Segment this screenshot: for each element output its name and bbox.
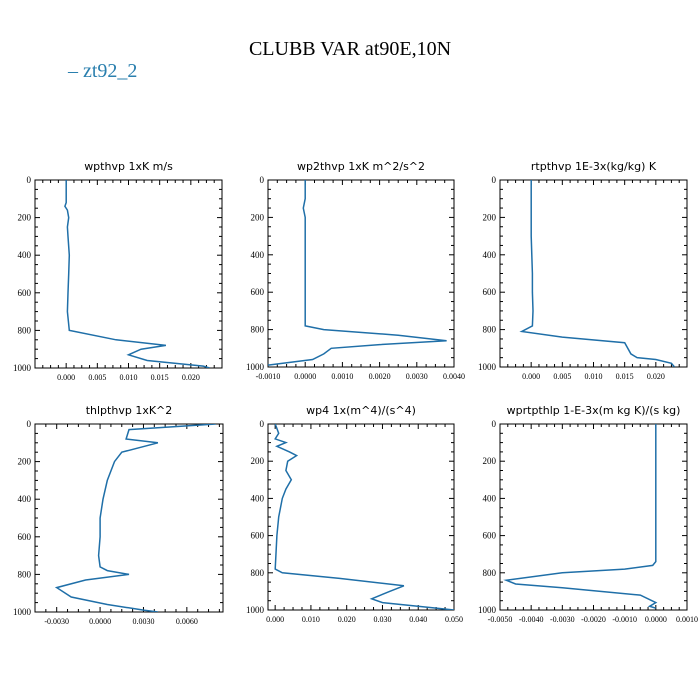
x-tick-label: 0.040 <box>409 615 427 624</box>
y-tick-label: 800 <box>18 569 32 579</box>
x-tick-label: -0.0040 <box>519 615 544 624</box>
y-tick-label: 0 <box>492 419 497 429</box>
plot-frame <box>34 179 223 369</box>
x-tick-label: -0.0030 <box>44 617 69 626</box>
legend-dash: – <box>67 60 83 82</box>
series-line <box>64 180 210 368</box>
y-tick-label: 200 <box>483 212 497 222</box>
y-tick-label: 800 <box>483 568 497 578</box>
y-tick-label: 800 <box>18 325 32 335</box>
x-tick-label: 0.020 <box>647 372 665 381</box>
y-tick-label: 0 <box>260 419 265 429</box>
y-tick-label: 0 <box>260 175 265 185</box>
x-tick-label: -0.0030 <box>550 615 575 624</box>
x-tick-label: 0.010 <box>302 615 320 624</box>
y-tick-label: 200 <box>251 212 265 222</box>
y-tick-label: 1000 <box>478 605 497 615</box>
panel-title: wpthvp 1xK m/s <box>84 160 173 173</box>
x-tick-label: 0.020 <box>338 615 356 624</box>
y-tick-label: 400 <box>18 250 32 260</box>
panel-6: wprtpthlp 1-E-3x(m kg K)/(s kg) 0 200 400 60… <box>478 404 698 624</box>
x-tick-label: 0.0010 <box>676 615 698 624</box>
x-tick-label: 0.0000 <box>645 615 667 624</box>
plot-frame <box>499 423 688 611</box>
y-tick-label: 600 <box>483 287 497 297</box>
x-tick-label: 0.005 <box>553 372 571 381</box>
panel-1: wpthvp 1xK m/s 0 200 400 600 800 1000 0.000 0.00… <box>13 160 223 382</box>
panel-title: rtpthvp 1E-3x(kg/kg) K <box>531 160 657 173</box>
y-tick-label: 1000 <box>246 605 265 615</box>
x-tick-label: 0.015 <box>616 372 634 381</box>
y-tick-label: 200 <box>18 213 32 223</box>
plot-frame <box>267 423 455 611</box>
x-tick-label: -0.0050 <box>488 615 513 624</box>
y-tick-label: 1000 <box>13 363 32 373</box>
series-line <box>519 180 676 367</box>
x-tick-label: 0.0000 <box>294 372 316 381</box>
panel-title: thlpthvp 1xK^2 <box>86 404 173 417</box>
x-tick-label: 0.030 <box>373 615 391 624</box>
y-tick-label: 200 <box>18 457 32 467</box>
x-tick-label: 0.010 <box>120 373 138 382</box>
panel-3: rtpthvp 1E-3x(kg/kg) K 0 200 400 600 800 1000 0… <box>478 160 688 381</box>
x-tick-label: 0.0030 <box>406 372 428 381</box>
x-tick-label: 0.0010 <box>331 372 353 381</box>
x-tick-label: 0.015 <box>151 373 169 382</box>
panel-title: wp4 1x(m^4)/(s^4) <box>306 404 416 417</box>
x-tick-label: -0.0020 <box>581 615 606 624</box>
figure-title: CLUBB VAR at90E,10N <box>249 38 451 60</box>
x-tick-label: -0.0010 <box>612 615 637 624</box>
legend: – zt92_2 <box>67 60 137 82</box>
y-tick-label: 1000 <box>13 607 32 617</box>
y-tick-label: 1000 <box>478 362 497 372</box>
panel-4: thlpthvp 1xK^2 0 200 400 600 800 1000 -0.0030 0.… <box>13 404 224 626</box>
y-tick-label: 600 <box>18 532 32 542</box>
y-tick-label: 600 <box>251 287 265 297</box>
panel-title: wp2thvp 1xK m^2/s^2 <box>297 160 425 173</box>
x-tick-label: 0.020 <box>182 373 200 382</box>
panel-title: wprtpthlp 1-E-3x(m kg K)/(s kg) <box>507 404 681 417</box>
y-tick-label: 0 <box>492 175 497 185</box>
series-line <box>274 424 454 610</box>
y-tick-label: 400 <box>251 250 265 260</box>
series-line <box>503 424 658 609</box>
x-tick-label: 0.0000 <box>89 617 111 626</box>
y-tick-label: 0 <box>27 419 32 429</box>
y-tick-label: 400 <box>18 494 32 504</box>
y-tick-label: 400 <box>483 493 497 503</box>
y-tick-label: 200 <box>251 456 265 466</box>
y-tick-label: 400 <box>483 250 497 260</box>
x-tick-label: 0.0020 <box>369 372 391 381</box>
y-tick-label: 400 <box>251 493 265 503</box>
plot-frame <box>34 423 224 613</box>
y-tick-label: 200 <box>483 456 497 466</box>
series-line <box>54 424 216 612</box>
x-tick-label: 0.050 <box>445 615 463 624</box>
plot-frame <box>499 179 688 368</box>
x-tick-label: 0.0030 <box>132 617 154 626</box>
y-tick-label: 1000 <box>246 362 265 372</box>
legend-label: – zt92_2 <box>67 60 137 82</box>
x-tick-label: 0.010 <box>585 372 603 381</box>
x-tick-label: 0.000 <box>57 373 75 382</box>
x-tick-label: 0.005 <box>88 373 106 382</box>
series-line <box>268 180 447 366</box>
y-tick-label: 600 <box>18 288 32 298</box>
y-tick-label: 800 <box>483 325 497 335</box>
x-tick-label: 0.0060 <box>176 617 198 626</box>
y-tick-label: 600 <box>251 531 265 541</box>
x-tick-label: 0.000 <box>522 372 540 381</box>
y-tick-label: 0 <box>27 175 32 185</box>
y-tick-label: 800 <box>251 568 265 578</box>
legend-series-name: zt92_2 <box>83 60 137 82</box>
panel-2: wp2thvp 1xK m^2/s^2 0 200 400 600 800 1000-0.0… <box>246 160 465 381</box>
x-tick-label: -0.0010 <box>256 372 281 381</box>
y-tick-label: 600 <box>483 531 497 541</box>
x-tick-label: 0.000 <box>266 615 284 624</box>
y-tick-label: 800 <box>251 325 265 335</box>
x-tick-label: 0.0040 <box>443 372 465 381</box>
